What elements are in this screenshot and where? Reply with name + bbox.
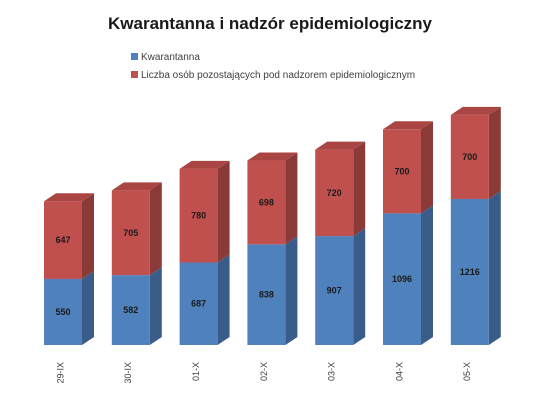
bar [179,262,218,345]
legend-marker [131,71,138,78]
bar [450,198,489,345]
bar-side [82,193,94,279]
x-tick-label: 03-X [327,362,337,381]
data-label: 647 [55,235,70,245]
bar-side [488,106,501,199]
bar-side [488,190,501,345]
x-tick-label: 01-X [191,362,201,381]
data-label: 698 [259,197,274,207]
bar-top [450,106,501,115]
bar-top [111,182,162,191]
bar [44,278,82,345]
data-label: 780 [191,211,206,221]
bar-side [149,267,162,345]
bar [315,236,354,345]
bar-side [421,121,433,214]
bar-side [149,182,162,276]
legend-marker [131,53,138,60]
bar-side [217,254,230,345]
bar-side [421,205,433,345]
bar-side [217,160,230,263]
data-label: 687 [191,299,206,309]
data-label: 907 [327,286,342,296]
x-tick-label: 04-X [394,362,404,381]
bar [44,201,82,279]
bar-top [44,193,94,202]
bar-side [285,152,298,245]
data-label: 838 [259,290,274,300]
data-label: 1096 [392,274,412,284]
bar-side [285,236,298,345]
bar-side [353,141,366,237]
bar [111,275,150,345]
bar-top [179,160,230,169]
data-label: 705 [123,228,138,238]
bar-top [383,121,433,130]
x-tick-label: 05-X [462,362,472,381]
bar [179,168,218,263]
data-label: 700 [462,152,477,162]
bar-side [353,228,366,345]
data-label: 720 [327,188,342,198]
x-tick-label: 29-IX [55,362,65,384]
x-tick-label: 30-IX [123,362,133,384]
bar [383,213,421,345]
bar [383,129,421,214]
x-tick-label: 02-X [259,362,269,381]
data-label: 550 [55,307,70,317]
bar [111,190,150,276]
data-label: 1216 [460,267,480,277]
bar [247,244,286,345]
bar [315,149,354,237]
bar-side [82,270,94,345]
data-label: 582 [123,305,138,315]
bar-top [247,152,298,161]
bar [450,114,489,199]
legend-label: Kwarantanna [141,52,200,63]
bar-top [315,141,366,150]
legend-label: Liczba osób pozostających pod nadzorem e… [141,70,415,81]
data-label: 700 [394,166,409,176]
bar [247,160,286,245]
chart-title: Kwarantanna i nadzór epidemiologiczny [108,14,432,33]
